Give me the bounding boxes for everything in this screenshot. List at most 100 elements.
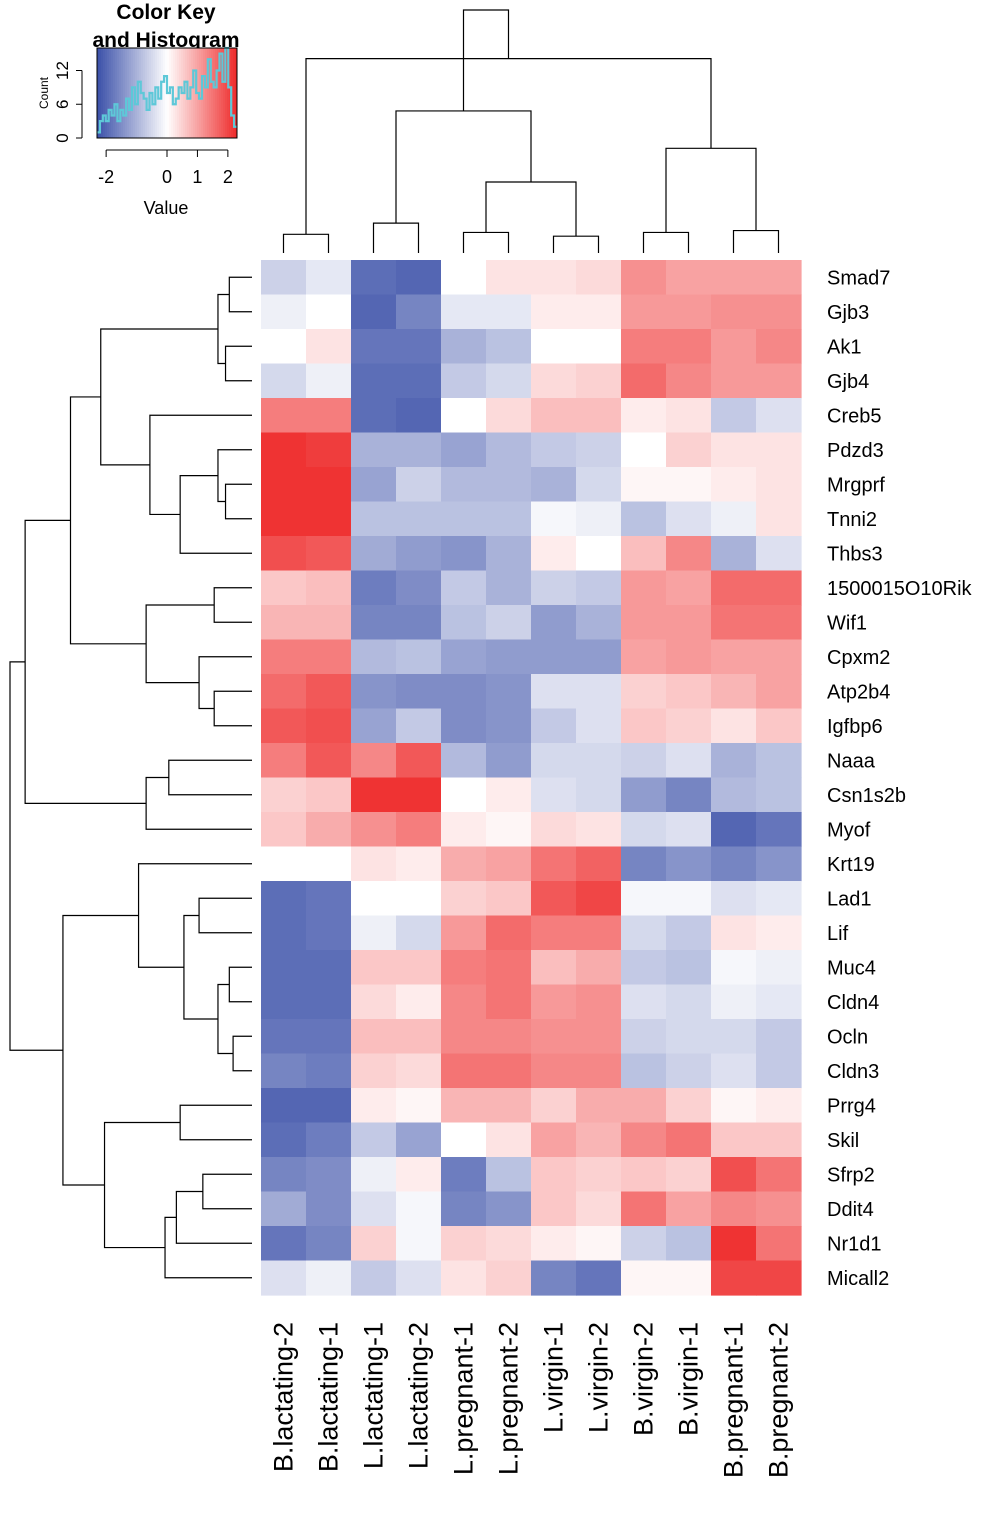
heatmap-cell: [576, 674, 622, 710]
heatmap-cell: [396, 950, 442, 986]
row-label: Cpxm2: [827, 647, 890, 669]
column-label: L.pregnant-1: [449, 1322, 479, 1475]
heatmap-cell: [441, 605, 487, 641]
heatmap-cell: [531, 639, 577, 675]
heatmap-cell: [621, 432, 667, 468]
heatmap-cell: [666, 743, 712, 779]
color-key-swatch: [233, 48, 236, 138]
color-key-swatch: [221, 48, 224, 138]
heatmap-cell: [351, 467, 397, 503]
heatmap-cell: [531, 881, 577, 917]
heatmap-cell: [576, 1088, 622, 1124]
heatmap-cell: [396, 570, 442, 606]
color-key-swatch: [219, 48, 222, 138]
dendrogram-branch: [395, 110, 532, 224]
heatmap-cell: [531, 777, 577, 813]
heatmap-cell: [351, 743, 397, 779]
heatmap-cell: [396, 1260, 442, 1296]
heatmap-cell: [666, 1122, 712, 1158]
heatmap-cell: [351, 777, 397, 813]
heatmap-cell: [531, 915, 577, 951]
heatmap-cell: [666, 777, 712, 813]
heatmap-cell: [486, 708, 532, 744]
heatmap-cell: [396, 294, 442, 330]
heatmap-cell: [351, 1191, 397, 1227]
dendrogram-branch: [164, 1216, 252, 1279]
row-label: Sfrp2: [827, 1164, 875, 1186]
heatmap-cell: [441, 329, 487, 365]
heatmap-cell: [711, 501, 757, 537]
row-label: Muc4: [827, 957, 876, 979]
heatmap-cell: [261, 536, 307, 572]
heatmap-cell: [306, 294, 352, 330]
heatmap-cell: [486, 984, 532, 1020]
heatmap-cell: [576, 984, 622, 1020]
heatmap-cell: [351, 363, 397, 399]
row-label: Gjb4: [827, 371, 869, 393]
color-key-swatch: [191, 48, 194, 138]
heatmap-cell: [666, 605, 712, 641]
heatmap-cell: [711, 605, 757, 641]
row-label: Igfbp6: [827, 716, 883, 738]
heatmap-cell: [756, 708, 802, 744]
heatmap-cell: [261, 674, 307, 710]
row-label: Csn1s2b: [827, 785, 906, 807]
heatmap-cell: [261, 984, 307, 1020]
heatmap-cell: [396, 398, 442, 434]
column-label: B.pregnant-1: [719, 1322, 749, 1478]
heatmap-cell: [576, 260, 622, 296]
heatmap-cell: [351, 260, 397, 296]
heatmap-cell: [441, 950, 487, 986]
heatmap-cell: [756, 329, 802, 365]
heatmap-cell: [531, 329, 577, 365]
row-label: Tnni2: [827, 509, 877, 531]
heatmap-cell: [666, 260, 712, 296]
heatmap-cell: [306, 260, 352, 296]
dendrogram-branch: [552, 235, 600, 253]
dendrogram-branch: [179, 475, 252, 554]
heatmap-cell: [531, 398, 577, 434]
heatmap-cell: [486, 812, 532, 848]
dendrogram-branch: [462, 9, 510, 111]
color-key-histogram: [97, 46, 237, 134]
heatmap-cell: [756, 812, 802, 848]
heatmap-cell: [441, 984, 487, 1020]
dendrogram-branch: [198, 897, 252, 934]
color-key-swatch: [121, 48, 124, 138]
color-key-swatch: [175, 48, 178, 138]
heatmap-cell: [306, 605, 352, 641]
heatmap-cell: [261, 432, 307, 468]
heatmap-cell: [351, 501, 397, 537]
heatmap-cell: [666, 950, 712, 986]
heatmap-cell: [486, 363, 532, 399]
heatmap-cell: [396, 1088, 442, 1124]
heatmap-cell: [351, 1019, 397, 1055]
dendrogram-branch: [213, 587, 252, 623]
heatmap-cell: [441, 294, 487, 330]
color-key-swatch: [103, 48, 106, 138]
heatmap-cell: [441, 1191, 487, 1227]
row-label: Gjb3: [827, 302, 869, 324]
heatmap-cell: [351, 1122, 397, 1158]
heatmap-cell: [531, 984, 577, 1020]
dendrogram-branch: [232, 1035, 252, 1072]
row-label: Micall2: [827, 1268, 889, 1290]
heatmap-cell: [711, 1053, 757, 1089]
heatmap-cell: [621, 984, 667, 1020]
heatmap-cell: [396, 1226, 442, 1262]
heatmap-cell: [621, 1191, 667, 1227]
heatmap-cell: [666, 398, 712, 434]
color-key-swatch: [111, 48, 114, 138]
heatmap-cell: [531, 1088, 577, 1124]
heatmap-cell: [756, 536, 802, 572]
heatmap-cell: [711, 260, 757, 296]
heatmap-cell: [621, 708, 667, 744]
color-key-swatch: [97, 48, 100, 138]
heatmap-cell: [711, 1019, 757, 1055]
heatmap-cell: [666, 363, 712, 399]
heatmap-cell: [621, 1088, 667, 1124]
heatmap-cell: [576, 605, 622, 641]
heatmap-cell: [531, 570, 577, 606]
heatmap-cell: [621, 1226, 667, 1262]
